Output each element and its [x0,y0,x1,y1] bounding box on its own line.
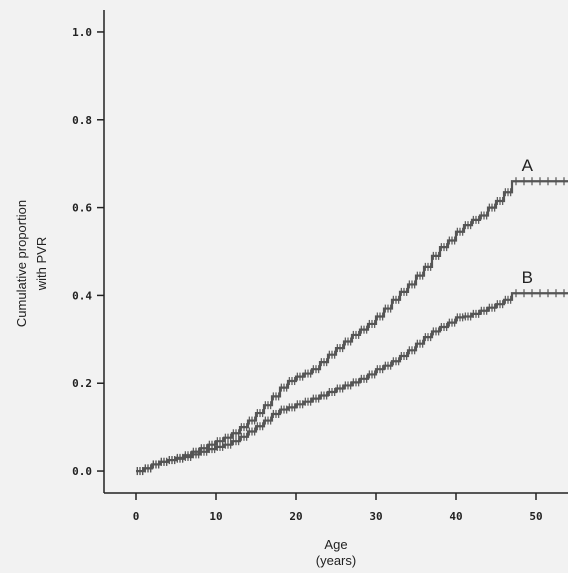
y-axis-title-line: Cumulative proportion [14,200,29,327]
x-tick-label: 20 [289,510,302,523]
y-axis-title: Cumulative proportion with PVR [14,200,49,327]
x-tick-label: 40 [449,510,462,523]
y-axis-title-line: with PVR [34,237,49,291]
x-axis-title-line: Age [324,537,347,552]
y-tick-label: 1.0 [72,26,92,39]
y-tick-label: 0.2 [72,377,92,390]
y-tick-label: 0.4 [72,289,92,302]
x-axis-title-line: (years) [316,553,356,568]
x-tick-label: 10 [209,510,222,523]
ticks: 0.0 0.2 0.4 0.6 0.8 1.0 0 10 20 30 40 50 [72,26,543,523]
series-A [136,177,568,476]
x-tick-label: 0 [133,510,140,523]
y-tick-label: 0.8 [72,114,92,127]
axes [103,10,568,494]
series-B [136,289,568,476]
x-tick-label: 30 [369,510,382,523]
x-tick-label: 50 [529,510,542,523]
series-label-B: B [522,268,533,287]
series-layer [136,177,568,476]
y-tick-label: 0.6 [72,202,92,215]
series-label-A: A [522,156,534,175]
labels: A B Cumulative proportion with PVR Age(years… [14,156,534,568]
y-tick-label: 0.0 [72,465,92,478]
series-line-A [136,180,568,473]
